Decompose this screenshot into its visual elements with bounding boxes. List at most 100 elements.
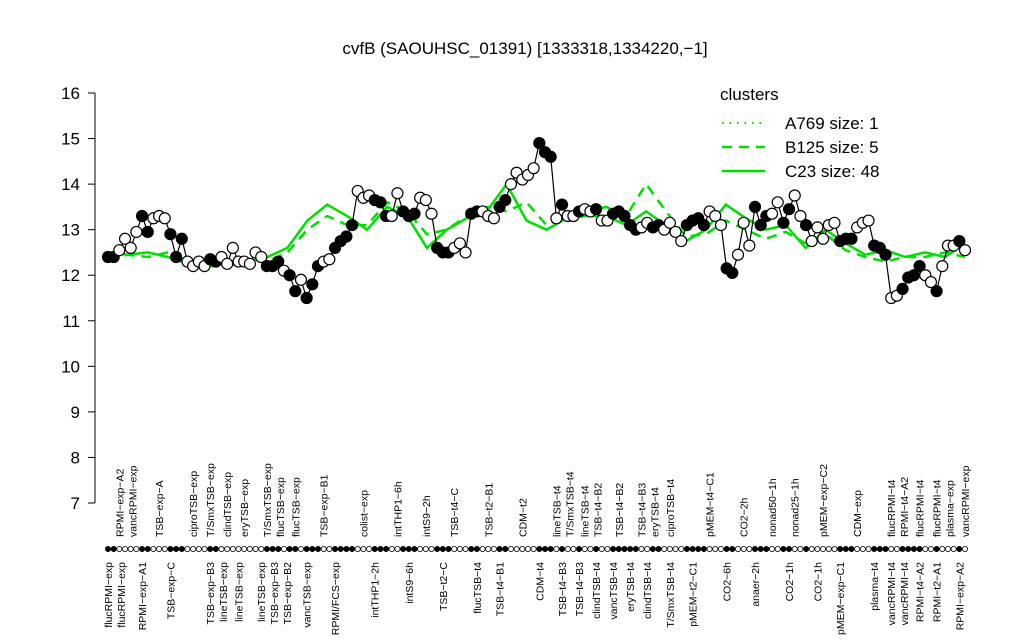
sample-label-bottom: TSB−exp−B2 [282, 562, 294, 625]
rug-mark [127, 546, 134, 553]
sample-label-top: colist−exp [358, 490, 370, 537]
sample-label-top: lineTSB−t4 [551, 485, 563, 537]
rug-mark [615, 546, 622, 553]
sample-label-bottom: RPMI/FCS−exp [330, 562, 342, 635]
sample-label-bottom: TSB−exp−B3 [205, 562, 217, 625]
data-point [845, 232, 858, 245]
rug-mark [865, 546, 872, 553]
sample-label-top: flucTSB−exp [290, 477, 302, 537]
data-point [794, 209, 807, 223]
rug-mark [190, 546, 197, 553]
rug-mark [451, 546, 458, 553]
sample-label-bottom: flucRPMI−exp [103, 562, 115, 628]
rug-mark [700, 546, 707, 553]
data-point [255, 250, 268, 264]
rug-mark [678, 546, 685, 553]
data-point [544, 150, 557, 163]
rug-mark [343, 546, 350, 553]
sample-label-top: eryTSB−exp [239, 479, 251, 537]
sample-label-top: TSB−t4−B2 [614, 483, 626, 537]
data-point [300, 291, 313, 305]
data-point [419, 193, 432, 207]
sample-label-bottom: lineTSB−exp [218, 562, 230, 622]
sample-label-bottom: pMEM−t2−C1 [688, 562, 700, 627]
data-point [896, 282, 909, 295]
data-point [499, 193, 512, 207]
rug-mark [944, 546, 951, 553]
rug-mark [428, 546, 435, 553]
data-point [527, 162, 540, 175]
legend-title: clusters [720, 85, 779, 104]
data-point [306, 278, 319, 291]
rug-mark [144, 546, 151, 553]
sample-label-top: plasma−exp [945, 480, 957, 537]
data-point [930, 285, 943, 298]
data-point [782, 203, 796, 216]
rug-mark [349, 546, 356, 553]
rug-mark [462, 546, 469, 553]
data-point [788, 189, 801, 202]
data-point [135, 209, 149, 223]
data-point [221, 257, 234, 270]
data-point [731, 248, 745, 261]
sample-label-top: flucRPMI−t4 [886, 479, 898, 537]
data-point [113, 244, 126, 257]
y-tick-label: 7 [71, 494, 80, 513]
rug-mark [740, 546, 747, 553]
rug-mark [263, 546, 270, 553]
sample-label-top: TSB−t2−B1 [483, 483, 495, 537]
rug-mark [723, 546, 730, 553]
y-tick-label: 10 [61, 357, 80, 376]
data-point [697, 219, 711, 232]
rug-mark [405, 546, 412, 553]
rug-mark [394, 546, 401, 553]
rug-mark [746, 546, 753, 553]
data-point [811, 221, 824, 234]
rug-mark [519, 546, 526, 553]
rug-mark [280, 546, 287, 553]
rug-mark [876, 546, 883, 553]
rug-mark [246, 546, 253, 553]
data-point [391, 187, 404, 200]
rug-mark [859, 546, 866, 553]
rug-mark [422, 546, 429, 553]
rug-mark [275, 546, 282, 553]
sample-label-bottom: vancRPMI−t4 [886, 562, 898, 625]
y-tick-label: 13 [61, 221, 80, 240]
rug-mark [808, 546, 815, 553]
data-point [805, 234, 818, 248]
rug-mark [888, 546, 895, 553]
rug-mark [797, 546, 804, 553]
sample-label-top: T/SmxTSB−t4 [564, 471, 576, 537]
rug-mark [150, 546, 157, 553]
sample-label-top: vancRPMI−exp [960, 465, 972, 537]
sample-label-bottom: CO2−1h [812, 562, 824, 602]
rug-mark [383, 546, 390, 553]
rug-mark [434, 546, 441, 553]
rug-mark [854, 546, 861, 553]
sample-label-top: intTHP1−6h [392, 481, 404, 537]
rug-mark [139, 546, 146, 553]
rug-mark [962, 546, 969, 553]
sample-label-bottom: clindTSB−t4 [591, 562, 603, 619]
sample-rug [105, 546, 969, 553]
sample-label-top: RPMI−t4−A2 [899, 477, 911, 537]
sample-label-top: intS9−2h [421, 495, 433, 537]
rug-mark [309, 546, 316, 553]
sample-label-bottom: eryTSB−t4 [625, 562, 637, 612]
rug-mark [439, 546, 446, 553]
y-tick-label: 12 [61, 266, 80, 285]
rug-mark [950, 546, 957, 553]
data-point [862, 214, 875, 227]
sample-label-top: nonad25−1h [790, 478, 802, 537]
data-point [726, 266, 739, 280]
rug-mark [337, 546, 344, 553]
data-point [289, 285, 302, 298]
y-tick-label: 8 [71, 448, 80, 467]
data-point [504, 178, 518, 191]
sample-label-top: T/SmxTSB−exp [262, 463, 274, 537]
data-point [714, 219, 728, 232]
rug-mark [604, 546, 611, 553]
rug-mark [706, 546, 713, 553]
rug-mark [757, 546, 764, 553]
